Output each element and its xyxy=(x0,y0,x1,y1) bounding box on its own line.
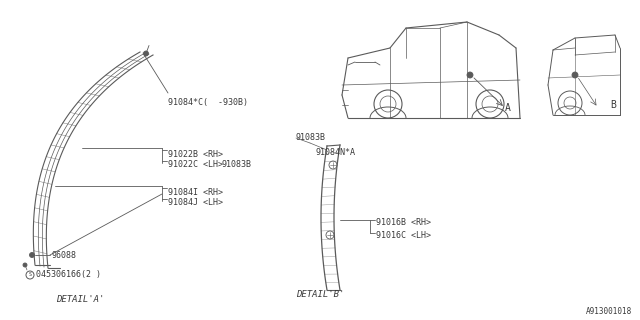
Text: A913001018: A913001018 xyxy=(586,308,632,316)
Text: B: B xyxy=(610,100,616,110)
Circle shape xyxy=(572,72,578,78)
Circle shape xyxy=(467,72,473,78)
Circle shape xyxy=(23,263,27,267)
Text: 96088: 96088 xyxy=(51,251,76,260)
Text: 91084J <LH>: 91084J <LH> xyxy=(168,198,223,207)
Circle shape xyxy=(29,252,35,258)
Text: 91084N*A: 91084N*A xyxy=(315,148,355,157)
Circle shape xyxy=(143,51,148,56)
Text: 91022C <LH>: 91022C <LH> xyxy=(168,160,223,169)
Text: 91022B <RH>: 91022B <RH> xyxy=(168,150,223,159)
Text: A: A xyxy=(505,103,511,113)
Text: 045306166(2 ): 045306166(2 ) xyxy=(36,270,101,279)
Text: 91084*C(  -930B): 91084*C( -930B) xyxy=(168,98,248,107)
Text: 91016B <RH>: 91016B <RH> xyxy=(376,218,431,227)
Text: 91016C <LH>: 91016C <LH> xyxy=(376,231,431,240)
Text: 91083B: 91083B xyxy=(222,160,252,169)
Text: S: S xyxy=(29,273,31,277)
Text: 91084I <RH>: 91084I <RH> xyxy=(168,188,223,197)
Text: DETAIL'B': DETAIL'B' xyxy=(296,290,344,299)
Text: DETAIL'A': DETAIL'A' xyxy=(56,295,104,304)
Text: 91083B: 91083B xyxy=(295,133,325,142)
